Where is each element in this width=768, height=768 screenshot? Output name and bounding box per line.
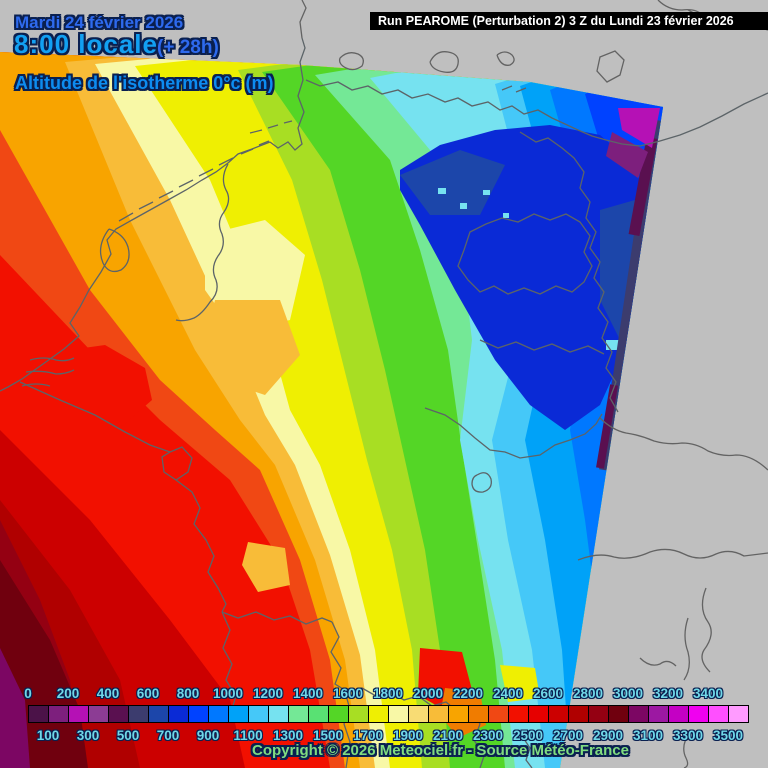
- parameter-title: Altitude de l'isotherme 0°c (m): [15, 73, 274, 93]
- run-info-bar: Run PEAROME (Perturbation 2) 3 Z du Lund…: [370, 12, 768, 30]
- legend-tick-label: 2900: [592, 728, 624, 743]
- legend-tick-label: 1300: [272, 728, 304, 743]
- legend-swatch: [188, 705, 209, 723]
- country-borders-inside: [0, 37, 768, 768]
- legend-tick-label: 3000: [612, 686, 644, 701]
- legend-swatch: [648, 705, 669, 723]
- legend-tick-label: 800: [176, 686, 200, 701]
- legend-swatch: [128, 705, 149, 723]
- legend-tick-label: 700: [156, 728, 180, 743]
- legend-swatch: [428, 705, 449, 723]
- legend-swatch: [68, 705, 89, 723]
- legend-swatch: [228, 705, 249, 723]
- legend-swatch: [708, 705, 729, 723]
- forecast-offset-label: (+ 28h): [157, 37, 219, 58]
- legend-tick-label: 1900: [392, 728, 424, 743]
- legend-swatch: [508, 705, 529, 723]
- legend-tick-label: 2300: [472, 728, 504, 743]
- legend-tick-label: 3200: [652, 686, 684, 701]
- legend-swatch: [328, 705, 349, 723]
- legend-swatch: [608, 705, 629, 723]
- legend-swatch: [588, 705, 609, 723]
- legend-tick-label: 2800: [572, 686, 604, 701]
- legend-swatch: [308, 705, 329, 723]
- legend-tick-label: 100: [36, 728, 60, 743]
- legend-swatch: [28, 705, 49, 723]
- legend-tick-label: 2400: [492, 686, 524, 701]
- legend-swatch: [388, 705, 409, 723]
- legend-tick-label: 1000: [212, 686, 244, 701]
- legend-tick-label: 400: [96, 686, 120, 701]
- run-info-label: Run PEAROME (Perturbation 2) 3 Z du Lund…: [378, 14, 734, 28]
- legend-swatch: [528, 705, 549, 723]
- legend-tick-label: 2500: [512, 728, 544, 743]
- legend-tick-label: 1700: [352, 728, 384, 743]
- legend-tick-label: 2600: [532, 686, 564, 701]
- legend-tick-label: 2000: [412, 686, 444, 701]
- legend-tick-label: 600: [136, 686, 160, 701]
- legend-swatch: [628, 705, 649, 723]
- legend-swatch: [48, 705, 69, 723]
- legend-swatch: [208, 705, 229, 723]
- legend-tick-label: 1400: [292, 686, 324, 701]
- legend-swatch: [108, 705, 129, 723]
- legend-swatch: [688, 705, 709, 723]
- legend-swatch: [668, 705, 689, 723]
- time-label: 8:00 locale: [14, 29, 158, 59]
- legend-swatch: [348, 705, 369, 723]
- legend-tick-label: 1200: [252, 686, 284, 701]
- legend-tick-label: 3500: [712, 728, 744, 743]
- legend-swatch: [548, 705, 569, 723]
- legend-swatch: [368, 705, 389, 723]
- legend-swatch: [248, 705, 269, 723]
- legend-tick-label: 1600: [332, 686, 364, 701]
- legend-swatch: [468, 705, 489, 723]
- legend-bar: [28, 705, 749, 723]
- country-borders-outside: [299, 0, 768, 768]
- date-label: Mardi 24 février 2026: [15, 13, 184, 32]
- legend-tick-label: 0: [24, 686, 32, 701]
- legend-tick-label: 1800: [372, 686, 404, 701]
- legend-swatch: [568, 705, 589, 723]
- legend-swatch: [88, 705, 109, 723]
- legend-swatch: [728, 705, 749, 723]
- legend-swatch: [408, 705, 429, 723]
- legend-tick-label: 1100: [233, 728, 263, 743]
- legend-tick-label: 300: [76, 728, 100, 743]
- legend-tick-label: 3100: [632, 728, 664, 743]
- legend-tick-label: 500: [116, 728, 140, 743]
- legend-tick-label: 2200: [452, 686, 484, 701]
- legend-swatch: [448, 705, 469, 723]
- legend-swatch: [288, 705, 309, 723]
- legend-swatch: [148, 705, 169, 723]
- legend-tick-label: 2700: [552, 728, 584, 743]
- legend-tick-label: 1500: [312, 728, 344, 743]
- legend-swatch: [268, 705, 289, 723]
- copyright-label: Copyright © 2026 Meteociel.fr - Source M…: [252, 742, 629, 759]
- legend-swatch: [168, 705, 189, 723]
- legend-tick-label: 3300: [672, 728, 704, 743]
- legend-tick-label: 3400: [692, 686, 724, 701]
- legend-tick-label: 2100: [432, 728, 464, 743]
- legend-tick-label: 900: [196, 728, 220, 743]
- legend-tick-label: 200: [56, 686, 80, 701]
- legend-swatch: [488, 705, 509, 723]
